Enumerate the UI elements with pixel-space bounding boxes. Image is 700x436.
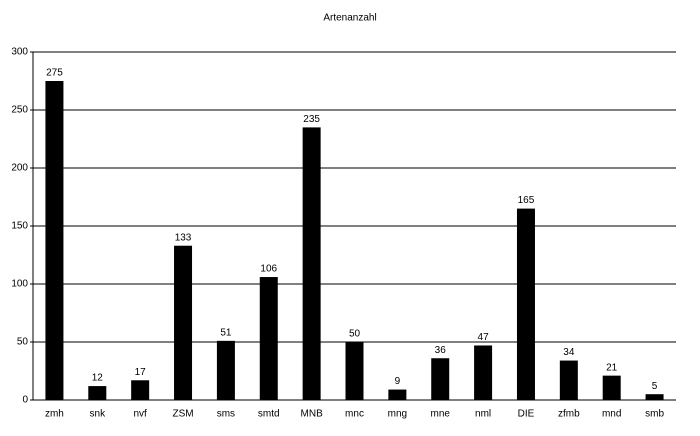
- data-label: 12: [92, 373, 104, 384]
- x-tick-label: mng: [388, 409, 407, 420]
- bar: [259, 277, 278, 400]
- x-tick-label: sms: [217, 409, 235, 420]
- data-label: 5: [652, 381, 658, 392]
- y-tick-label: 250: [11, 105, 28, 116]
- x-tick-label: DIE: [518, 409, 535, 420]
- chart-title: Artenanzahl: [323, 13, 376, 24]
- x-tick-label: nml: [475, 409, 491, 420]
- bar: [474, 345, 493, 400]
- data-label: 275: [46, 68, 63, 79]
- x-tick-label: nvf: [133, 409, 147, 420]
- data-label: 21: [606, 362, 618, 373]
- data-label: 34: [563, 347, 575, 358]
- data-label: 106: [260, 264, 277, 275]
- x-tick-label: mne: [431, 409, 451, 420]
- data-label: 47: [478, 332, 490, 343]
- data-label: 9: [395, 376, 401, 387]
- data-label: 235: [303, 114, 320, 125]
- bar: [45, 81, 64, 400]
- y-tick-label: 200: [11, 163, 28, 174]
- y-tick-label: 100: [11, 279, 28, 290]
- bar: [559, 360, 578, 400]
- data-label: 133: [175, 232, 192, 243]
- x-tick-label: zfmb: [558, 409, 580, 420]
- data-label: 50: [349, 329, 361, 340]
- data-label: 17: [135, 367, 147, 378]
- bar: [516, 208, 535, 400]
- x-tick-label: mnc: [345, 409, 364, 420]
- bar: [602, 375, 621, 400]
- data-label: 165: [518, 195, 535, 206]
- x-tick-label: zmh: [45, 409, 64, 420]
- y-tick-label: 300: [11, 47, 28, 58]
- bar: [216, 340, 235, 400]
- x-tick-label: ZSM: [172, 409, 193, 420]
- bar: [88, 386, 107, 400]
- y-tick-label: 150: [11, 221, 28, 232]
- bar: [302, 127, 321, 401]
- x-tick-label: smb: [645, 409, 664, 420]
- bar: [131, 380, 150, 400]
- y-tick-label: 50: [17, 337, 29, 348]
- data-label: 36: [435, 345, 447, 356]
- data-label: 51: [220, 327, 232, 338]
- x-tick-label: mnd: [602, 409, 621, 420]
- x-tick-label: MNB: [301, 409, 324, 420]
- x-tick-label: snk: [90, 409, 107, 420]
- bar: [345, 342, 364, 400]
- bar: [174, 245, 193, 400]
- x-tick-label: smtd: [258, 409, 280, 420]
- bar: [388, 389, 407, 400]
- bar: [645, 394, 664, 400]
- y-tick-label: 0: [22, 395, 28, 406]
- bar: [431, 358, 450, 400]
